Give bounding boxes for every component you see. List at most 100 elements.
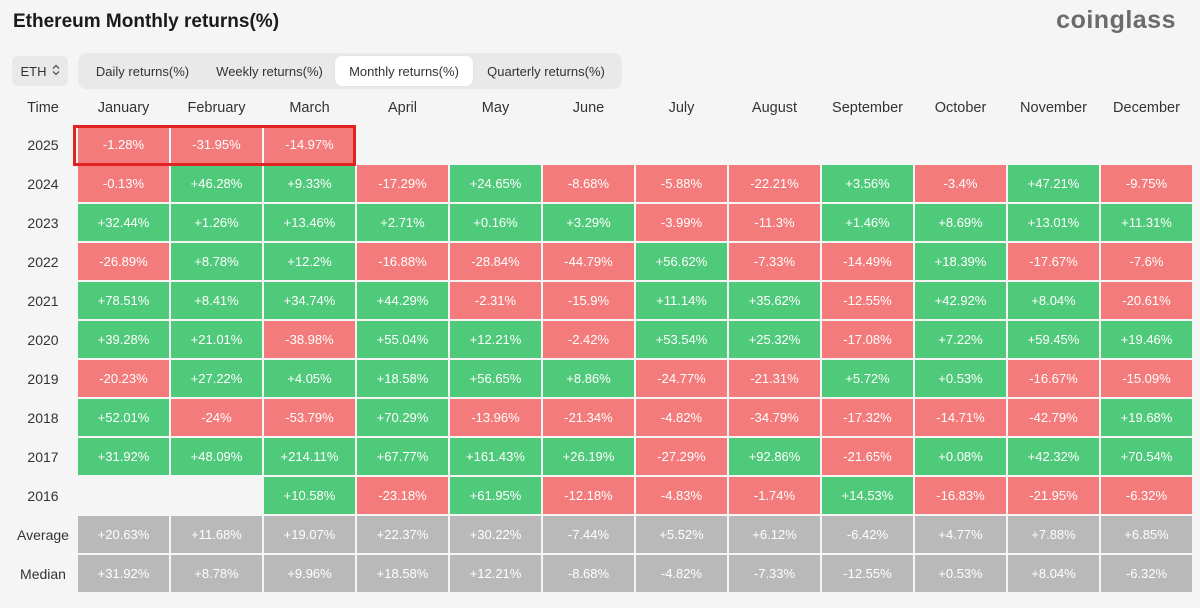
return-cell: +70.54% [1101, 438, 1192, 475]
return-cell: -14.97% [264, 126, 355, 163]
up-down-chevron-icon [52, 64, 60, 79]
return-cell: -31.95% [171, 126, 262, 163]
return-cell [1008, 126, 1099, 163]
return-cell: -16.83% [915, 477, 1006, 514]
return-cell: -12.55% [822, 282, 913, 319]
return-cell: +61.95% [450, 477, 541, 514]
return-cell: +13.01% [1008, 204, 1099, 241]
row-label-average: Average [17, 526, 69, 543]
return-cell: +11.68% [171, 516, 262, 553]
tab-weekly-returns[interactable]: Weekly returns(%) [216, 63, 323, 79]
return-cell: +12.21% [450, 555, 541, 592]
return-cell: -42.79% [1008, 399, 1099, 436]
coin-select[interactable]: ETH [12, 56, 68, 86]
return-cell [729, 126, 820, 163]
return-cell: +0.53% [915, 555, 1006, 592]
return-cell: +13.46% [264, 204, 355, 241]
month-header-june: June [572, 99, 605, 116]
return-cell: -27.29% [636, 438, 727, 475]
return-cell: +70.29% [357, 399, 448, 436]
return-cell: -26.89% [78, 243, 169, 280]
return-cell: -6.32% [1101, 555, 1192, 592]
return-cell: +12.21% [450, 321, 541, 358]
tab-daily-returns[interactable]: Daily returns(%) [95, 63, 190, 79]
return-cell: -6.42% [822, 516, 913, 553]
return-cell: +34.74% [264, 282, 355, 319]
return-cell: +14.53% [822, 477, 913, 514]
return-cell: +8.04% [1008, 555, 1099, 592]
return-cell: -2.42% [543, 321, 634, 358]
return-cell: +1.46% [822, 204, 913, 241]
return-cell: -16.67% [1008, 360, 1099, 397]
return-cell: -38.98% [264, 321, 355, 358]
return-cell: -17.29% [357, 165, 448, 202]
return-cell: -24.77% [636, 360, 727, 397]
return-cell: -21.95% [1008, 477, 1099, 514]
return-cell: -16.88% [357, 243, 448, 280]
return-cell: +18.58% [357, 360, 448, 397]
return-cell: -2.31% [450, 282, 541, 319]
return-cell: +6.85% [1101, 516, 1192, 553]
row-label-2024: 2024 [27, 175, 59, 192]
return-cell [543, 126, 634, 163]
coin-select-value: ETH [20, 63, 47, 79]
return-cell: -8.68% [543, 555, 634, 592]
return-cell: -7.33% [729, 243, 820, 280]
return-cell: -21.31% [729, 360, 820, 397]
month-header-october: October [934, 99, 987, 116]
return-cell: +1.26% [171, 204, 262, 241]
return-cell: +27.22% [171, 360, 262, 397]
return-cell: +8.69% [915, 204, 1006, 241]
returns-period-tabs: Daily returns(%) Weekly returns(%) Month… [78, 53, 622, 89]
return-cell: +4.77% [915, 516, 1006, 553]
return-cell: -14.49% [822, 243, 913, 280]
return-cell: +24.65% [450, 165, 541, 202]
return-cell: -34.79% [729, 399, 820, 436]
return-cell [171, 477, 262, 514]
month-header-august: August [751, 99, 798, 116]
return-cell: +214.11% [264, 438, 355, 475]
return-cell: +8.78% [171, 243, 262, 280]
row-label-2017: 2017 [27, 448, 59, 465]
tab-quarterly-returns[interactable]: Quarterly returns(%) [487, 63, 605, 79]
return-cell: +53.54% [636, 321, 727, 358]
month-header-november: November [1020, 99, 1087, 116]
return-cell: +44.29% [357, 282, 448, 319]
return-cell: +8.04% [1008, 282, 1099, 319]
return-cell: +56.62% [636, 243, 727, 280]
return-cell: +19.68% [1101, 399, 1192, 436]
return-cell: +161.43% [450, 438, 541, 475]
return-cell: -22.21% [729, 165, 820, 202]
return-cell: +21.01% [171, 321, 262, 358]
return-cell: -20.61% [1101, 282, 1192, 319]
return-cell: -53.79% [264, 399, 355, 436]
return-cell [450, 126, 541, 163]
return-cell: +31.92% [78, 438, 169, 475]
return-cell: +22.37% [357, 516, 448, 553]
return-cell: -11.3% [729, 204, 820, 241]
return-cell: +6.12% [729, 516, 820, 553]
return-cell: -7.33% [729, 555, 820, 592]
return-cell: +0.08% [915, 438, 1006, 475]
return-cell: -7.6% [1101, 243, 1192, 280]
monthly-returns-table: Time January February March April May June July… [10, 91, 1192, 592]
row-label-2020: 2020 [27, 331, 59, 348]
return-cell: -9.75% [1101, 165, 1192, 202]
row-label-2019: 2019 [27, 370, 59, 387]
return-cell: -14.71% [915, 399, 1006, 436]
return-cell: -3.4% [915, 165, 1006, 202]
tab-monthly-returns[interactable]: Monthly returns(%) [335, 56, 473, 86]
row-label-2021: 2021 [27, 292, 59, 309]
return-cell: +5.52% [636, 516, 727, 553]
return-cell [78, 477, 169, 514]
return-cell: +12.2% [264, 243, 355, 280]
return-cell: +47.21% [1008, 165, 1099, 202]
month-header-december: December [1113, 99, 1180, 116]
return-cell [915, 126, 1006, 163]
return-cell: +20.63% [78, 516, 169, 553]
row-label-median: Median [20, 565, 66, 582]
return-cell: +52.01% [78, 399, 169, 436]
page-title: Ethereum Monthly returns(%) [13, 11, 280, 32]
month-header-january: January [97, 99, 150, 116]
return-cell: +56.65% [450, 360, 541, 397]
